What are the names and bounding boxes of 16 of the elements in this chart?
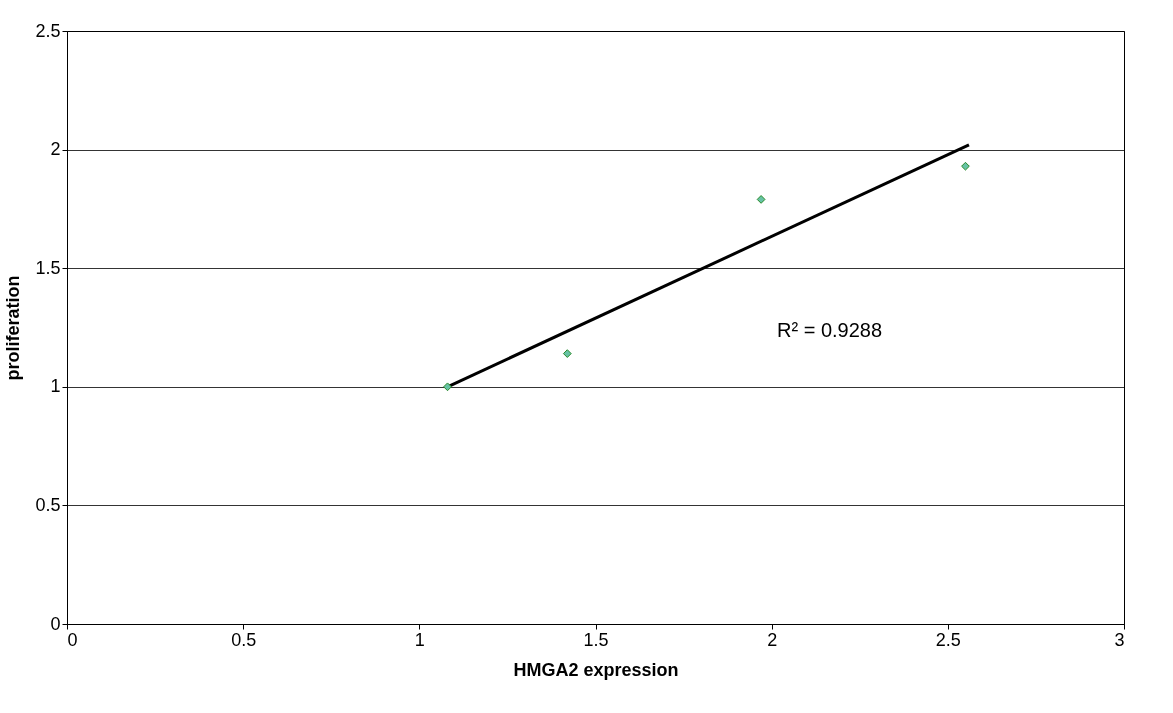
y-tick-label: 2 xyxy=(50,139,61,160)
y-tick-label: 1.5 xyxy=(35,257,61,278)
y-tick-label: 1 xyxy=(50,376,61,397)
x-tick-label: 2 xyxy=(767,629,778,650)
x-axis-title: HMGA2 expression xyxy=(513,659,679,680)
x-tick-label: 0 xyxy=(67,629,78,650)
y-tick-label: 2.5 xyxy=(35,20,61,41)
x-tick-label: 0.5 xyxy=(231,629,257,650)
annotation: R² = 0.9288 xyxy=(777,319,883,341)
y-tick-label: 0.5 xyxy=(35,494,61,515)
y-tick-label: 0 xyxy=(50,613,61,634)
x-tick-label: 1.5 xyxy=(583,629,609,650)
x-tick-label: 1 xyxy=(414,629,425,650)
x-tick-label: 3 xyxy=(1114,629,1125,650)
x-tick-label: 2.5 xyxy=(935,629,961,650)
y-axis-title: proliferation xyxy=(3,275,24,381)
